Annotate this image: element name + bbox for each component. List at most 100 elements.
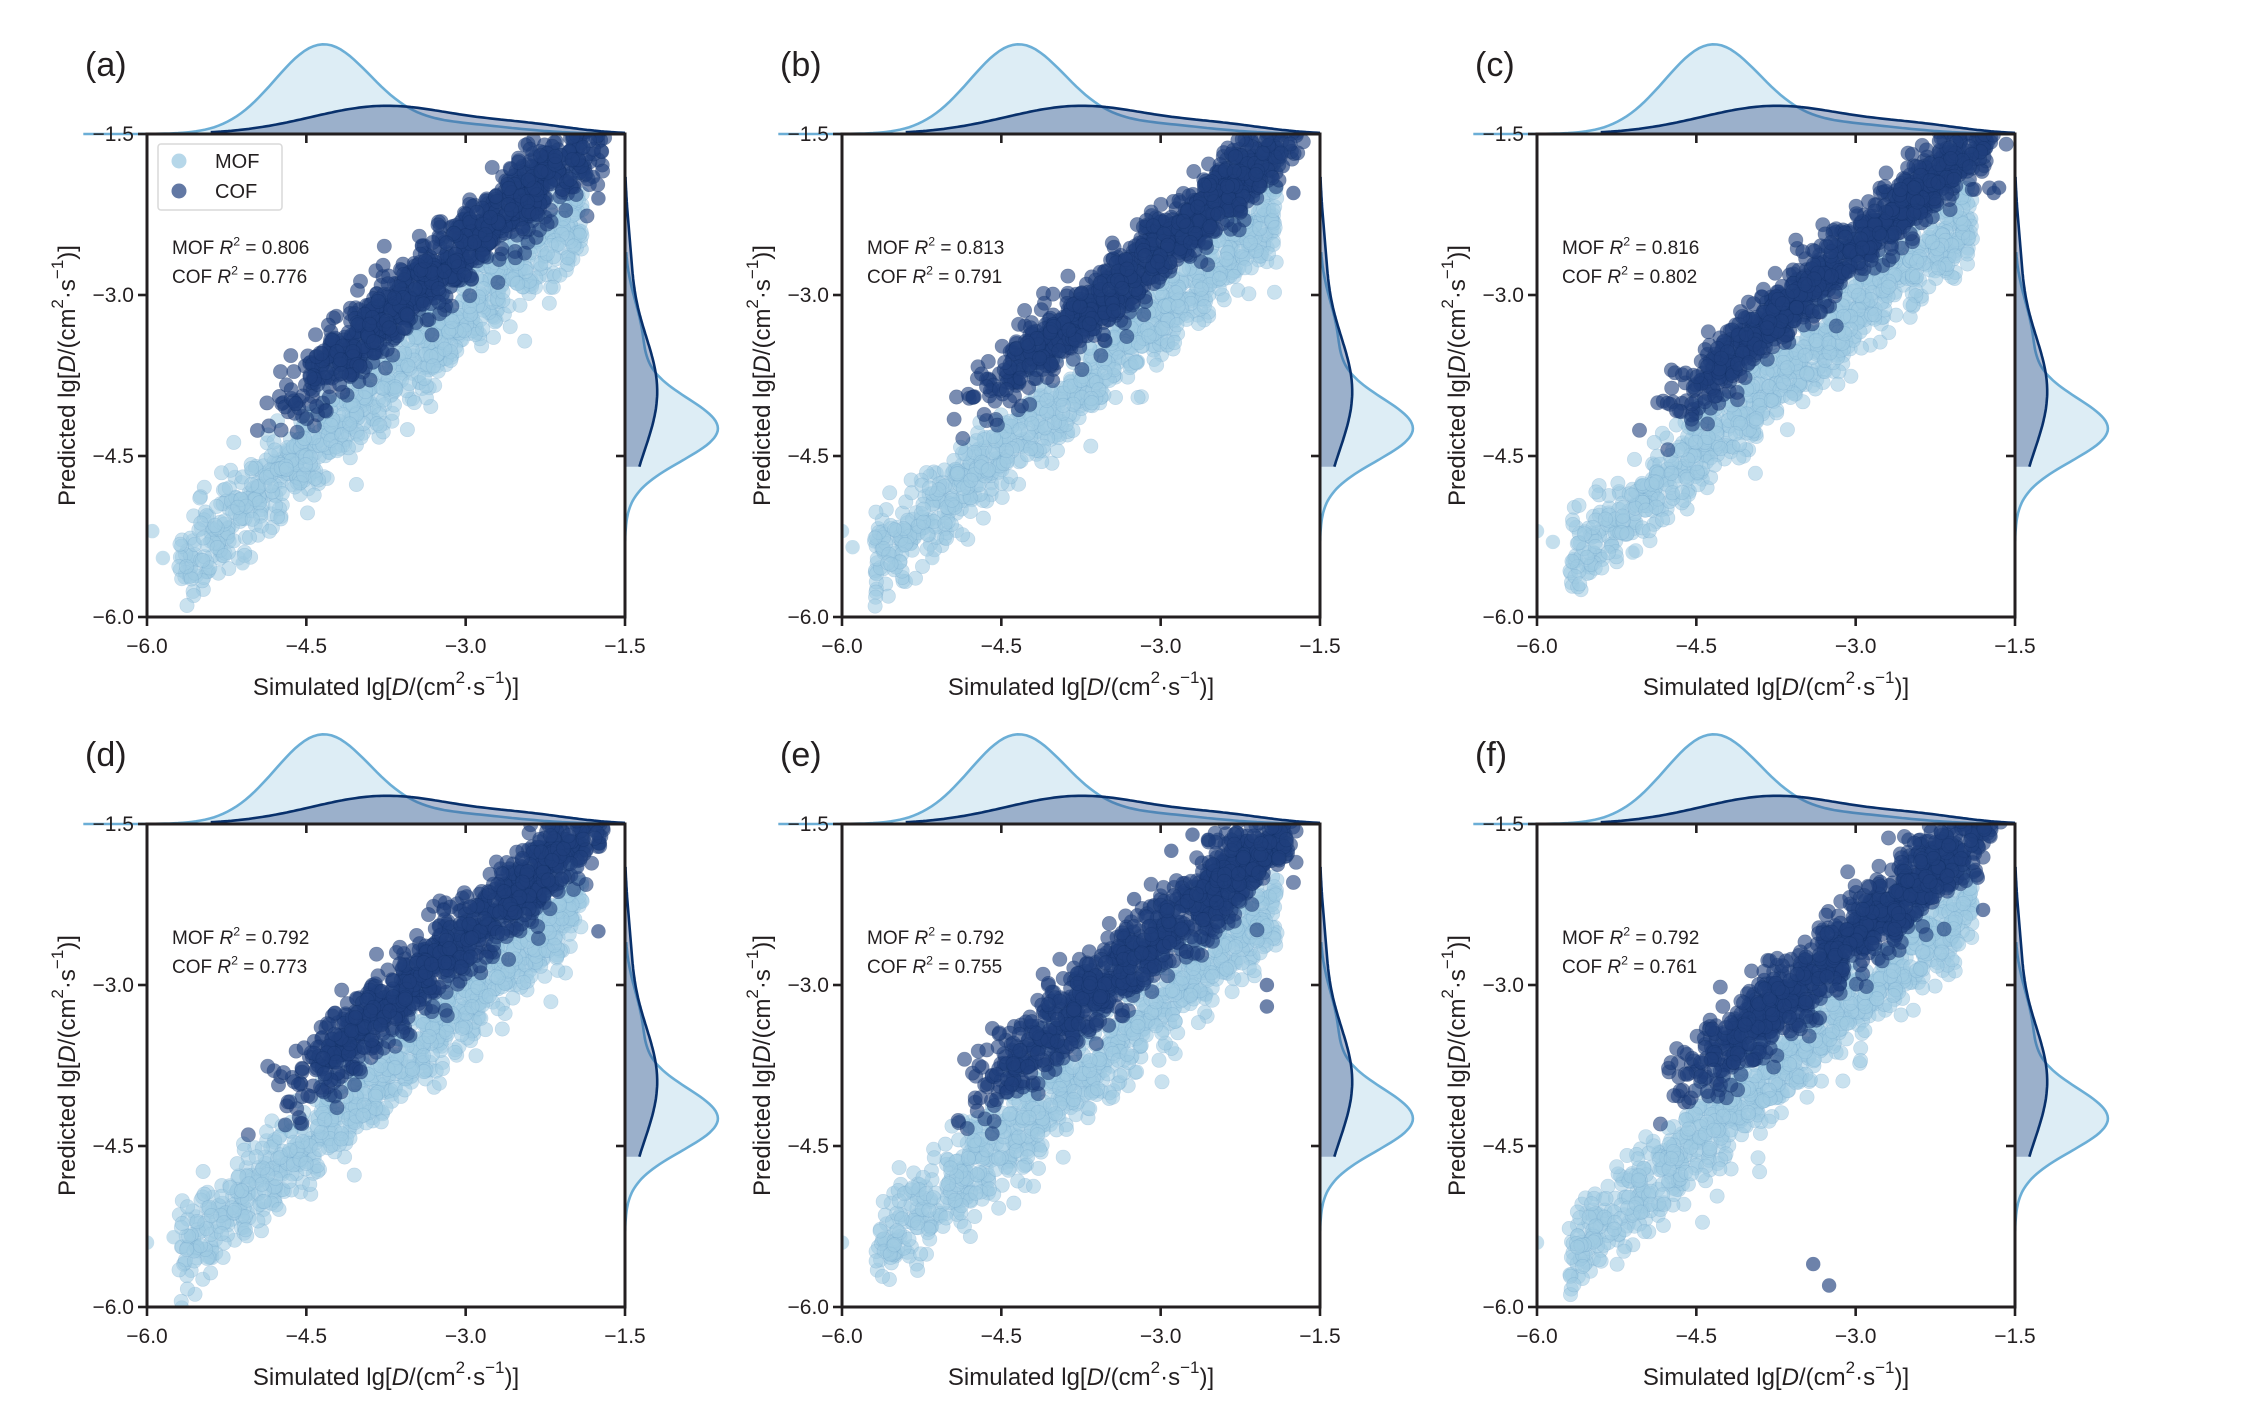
scatter-point-mof (1779, 422, 1795, 438)
scatter-point-cof (595, 115, 609, 129)
legend-box (157, 143, 283, 211)
scatter-point-cof (362, 316, 378, 332)
scatter-point-mof (207, 517, 223, 533)
scatter-point-cof (539, 107, 553, 121)
outlier-point-mof (925, 550, 940, 566)
y-tick-label: −1.5 (93, 123, 134, 146)
scatter-point-mof (1267, 220, 1283, 236)
scatter-point-mof (1233, 244, 1249, 260)
scatter-point-mof (1707, 457, 1723, 473)
scatter-point-mof (1155, 321, 1171, 337)
scatter-point-cof (320, 317, 336, 333)
scatter-point-mof (348, 476, 364, 492)
scatter-point-cof (417, 253, 433, 269)
scatter-point-mof (1083, 438, 1099, 454)
scatter-point-mof (897, 536, 913, 552)
scatter-point-cof (1106, 303, 1122, 319)
scatter-point-cof (522, 141, 538, 157)
scatter-point-mof (1921, 279, 1937, 295)
outlier-point-cof (585, 169, 601, 185)
scatter-point-cof (313, 346, 329, 362)
scatter-point-cof (333, 352, 349, 368)
scatter-point-mof (883, 556, 899, 572)
scatter-point-mof (1799, 366, 1815, 382)
scatter-point-cof (1273, 145, 1289, 161)
scatter-point-cof (352, 358, 368, 374)
scatter-point-mof (915, 501, 931, 517)
scatter-point-mof (1128, 354, 1144, 370)
outlier-point-cof (1275, 159, 1291, 174)
scatter-point-mof (1614, 525, 1630, 541)
scatter-point-mof (998, 443, 1014, 459)
scatter-point-cof (564, 152, 580, 168)
scatter-point-mof (1624, 487, 1640, 503)
scatter-point-cof (510, 154, 526, 170)
right-kde-mof-line (1318, 251, 1415, 542)
scatter-point-mof (1668, 417, 1684, 433)
scatter-point-cof (1201, 156, 1217, 172)
scatter-point-mof (1600, 545, 1616, 561)
scatter-point-cof (973, 366, 989, 382)
scatter-point-cof (366, 334, 382, 350)
scatter-point-mof (1638, 502, 1654, 518)
scatter-point-cof (456, 267, 472, 283)
scatter-point-cof (380, 276, 396, 292)
scatter-point-cof (1153, 196, 1169, 212)
scatter-point-mof (1627, 451, 1643, 467)
scatter-point-cof (946, 411, 962, 427)
scatter-point-cof (462, 288, 478, 304)
scatter-point-mof (261, 523, 277, 539)
y-axis-label: Predicted lg[D/(cm2·s−1)] (743, 245, 776, 506)
right-kde-cof-line (1319, 176, 1354, 468)
scatter-point-mof (263, 478, 279, 494)
scatter-point-cof (362, 372, 378, 388)
scatter-point-cof (1012, 370, 1028, 386)
scatter-point-cof (1285, 93, 1299, 107)
scatter-point-cof (1119, 261, 1135, 277)
scatter-point-mof (193, 515, 209, 531)
scatter-point-mof (1597, 511, 1613, 527)
scatter-point-cof (601, 116, 615, 130)
scatter-point-cof (1255, 145, 1271, 161)
scatter-point-mof (298, 457, 314, 473)
scatter-point-cof (283, 348, 299, 364)
scatter-point-cof (490, 274, 506, 290)
scatter-point-cof (1210, 206, 1226, 222)
scatter-point-cof (446, 254, 462, 270)
scatter-point-cof (272, 364, 288, 380)
scatter-point-mof (388, 381, 404, 397)
scatter-point-cof (1279, 106, 1293, 120)
scatter-point-mof (882, 485, 898, 501)
scatter-point-mof (1193, 281, 1209, 297)
scatter-point-mof (868, 504, 884, 520)
scatter-point-mof (1002, 469, 1018, 485)
scatter-point-cof (386, 290, 402, 306)
scatter-point-mof (517, 333, 533, 349)
scatter-point-mof (1167, 334, 1183, 350)
scatter-point-mof (375, 380, 391, 396)
y-tick-label: −6.0 (788, 606, 829, 629)
scatter-point-cof (1060, 268, 1076, 284)
mof-r2-annotation: MOF R2 = 0.813 (867, 234, 1004, 259)
scatter-point-cof (259, 395, 275, 411)
scatter-point-mof (1881, 325, 1897, 341)
scatter-point-cof (534, 108, 548, 122)
top-kde-mof-fill (83, 44, 626, 134)
scatter-point-mof (1587, 538, 1603, 554)
x-tick-label: −1.5 (604, 635, 645, 658)
scatter-point-mof (244, 511, 260, 527)
cof-r2-annotation: COF R2 = 0.776 (172, 263, 307, 288)
scatter-point-cof (466, 234, 482, 250)
scatter-point-cof (1276, 103, 1290, 117)
scatter-point-mof (1097, 364, 1113, 380)
scatter-point-mof (244, 460, 260, 476)
scatter-point-cof (568, 187, 584, 203)
scatter-point-mof (545, 279, 561, 295)
scatter-point-mof (904, 485, 920, 501)
scatter-point-cof (533, 164, 549, 180)
scatter-point-mof (399, 422, 415, 438)
scatter-point-mof (216, 548, 232, 564)
scatter-point-mof (907, 570, 923, 586)
scatter-point-cof (1226, 163, 1242, 179)
scatter-point-mof (307, 470, 323, 486)
